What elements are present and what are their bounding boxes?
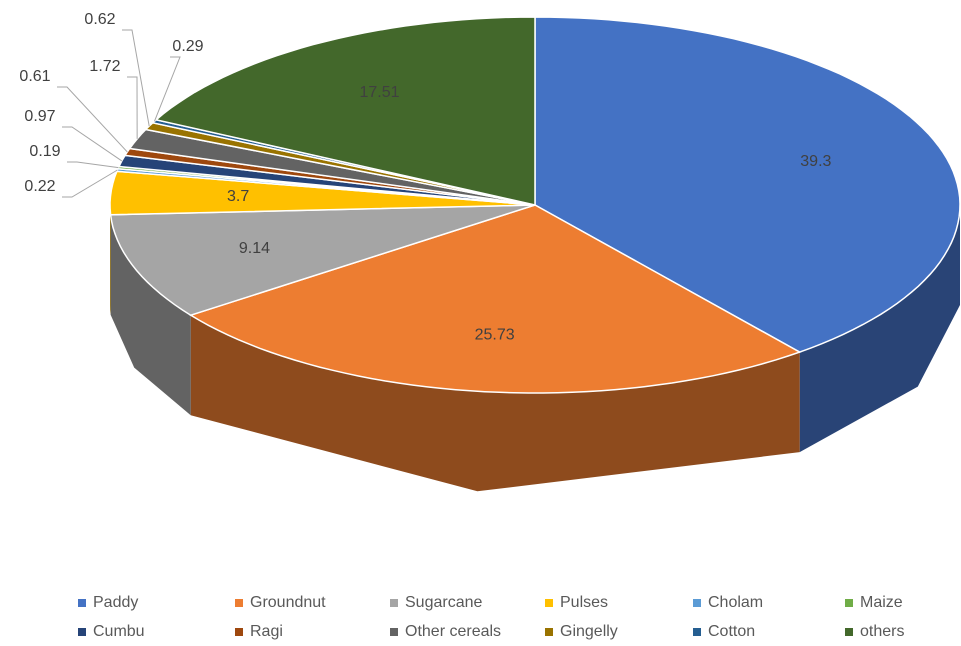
legend-label: Cholam (708, 594, 763, 611)
legend-swatch (78, 628, 86, 636)
data-label: 0.61 (19, 68, 50, 85)
legend-swatch (78, 599, 86, 607)
legend-label: Pulses (560, 594, 608, 611)
data-label: 25.73 (475, 327, 515, 344)
slice (109, 204, 536, 317)
leader-line (122, 29, 150, 127)
legend-swatch (235, 599, 243, 607)
legend-swatch (390, 599, 398, 607)
slice (188, 204, 802, 394)
slice-side (799, 205, 960, 453)
leader-line (127, 76, 138, 139)
legend-label: Ragi (250, 623, 283, 640)
data-label: 0.19 (29, 143, 60, 160)
legend-swatch (693, 599, 701, 607)
leader-line (62, 126, 123, 162)
slice (109, 170, 536, 216)
legend-label: Sugarcane (405, 594, 482, 611)
slice (534, 16, 961, 353)
legend-swatch (235, 628, 243, 636)
legend-swatch (693, 628, 701, 636)
legend-swatch (545, 628, 553, 636)
data-label: 17.51 (359, 84, 399, 101)
legend-label: Cumbu (93, 623, 145, 640)
slice-side (110, 205, 111, 315)
slice (154, 16, 536, 206)
legend-label: Paddy (93, 594, 138, 611)
leader-line (57, 86, 128, 153)
legend-label: Gingelly (560, 623, 618, 640)
data-label: 0.97 (24, 108, 55, 125)
data-label: 0.29 (172, 38, 203, 55)
data-label: 3.7 (227, 188, 249, 205)
data-label: 9.14 (239, 240, 270, 257)
data-label: 0.62 (84, 11, 115, 28)
legend-label: others (860, 623, 904, 640)
legend-label: Groundnut (250, 594, 326, 611)
legend-label: Cotton (708, 623, 755, 640)
leader-line (67, 161, 119, 169)
legend-label: Other cereals (405, 623, 501, 640)
data-label: 39.3 (800, 153, 831, 170)
legend-swatch (845, 628, 853, 636)
legend-swatch (390, 628, 398, 636)
legend-swatch (845, 599, 853, 607)
slice-side (110, 214, 191, 416)
data-label: 1.72 (89, 58, 120, 75)
leader-line (62, 169, 118, 198)
data-label: 0.22 (24, 178, 55, 195)
legend-swatch (545, 599, 553, 607)
slice-side (190, 315, 800, 492)
legend-label: Maize (860, 594, 903, 611)
leader-line (153, 56, 181, 122)
